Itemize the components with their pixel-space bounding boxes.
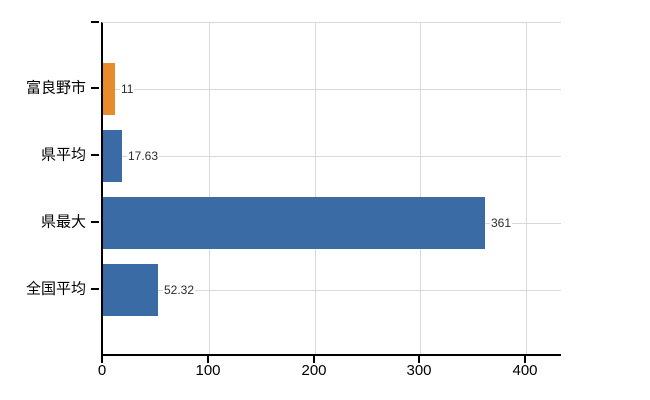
plot-area: 11 17.63 361 52.32 xyxy=(101,22,561,356)
x-tick-label: 200 xyxy=(301,362,327,379)
horizontal-gridline xyxy=(103,290,561,291)
y-tick-mark xyxy=(91,154,99,156)
x-tick-label: 400 xyxy=(512,362,538,379)
y-tick-mark xyxy=(91,288,99,290)
bar-value-label: 361 xyxy=(490,216,513,230)
bar-value-label: 52.32 xyxy=(163,283,196,297)
y-tick-mark xyxy=(91,221,99,223)
bar-富良野市 xyxy=(103,63,115,115)
vertical-gridline xyxy=(209,23,210,354)
y-tick-label: 富良野市 xyxy=(25,79,86,97)
y-tick-label: 県平均 xyxy=(40,146,86,164)
bar-県最大 xyxy=(103,197,485,249)
horizontal-gridline xyxy=(103,156,561,157)
y-tick-label: 県最大 xyxy=(40,213,86,231)
bar-value-label: 17.63 xyxy=(127,149,160,163)
bar-県平均 xyxy=(103,130,122,182)
vertical-gridline xyxy=(526,23,527,354)
y-tick-mark xyxy=(91,87,99,89)
x-tick-mark xyxy=(207,355,209,363)
y-axis-top-tick xyxy=(91,21,99,23)
vertical-gridline xyxy=(420,23,421,354)
vertical-gridline xyxy=(315,23,316,354)
horizontal-gridline xyxy=(103,89,561,90)
x-tick-mark xyxy=(313,355,315,363)
x-tick-label: 100 xyxy=(195,362,221,379)
x-tick-mark xyxy=(101,355,103,363)
x-tick-mark xyxy=(418,355,420,363)
x-tick-label: 300 xyxy=(406,362,432,379)
bar-全国平均 xyxy=(103,264,158,316)
x-tick-label: 0 xyxy=(97,362,107,379)
bar-value-label: 11 xyxy=(120,82,135,96)
y-tick-label: 全国平均 xyxy=(25,280,86,298)
x-tick-mark xyxy=(524,355,526,363)
